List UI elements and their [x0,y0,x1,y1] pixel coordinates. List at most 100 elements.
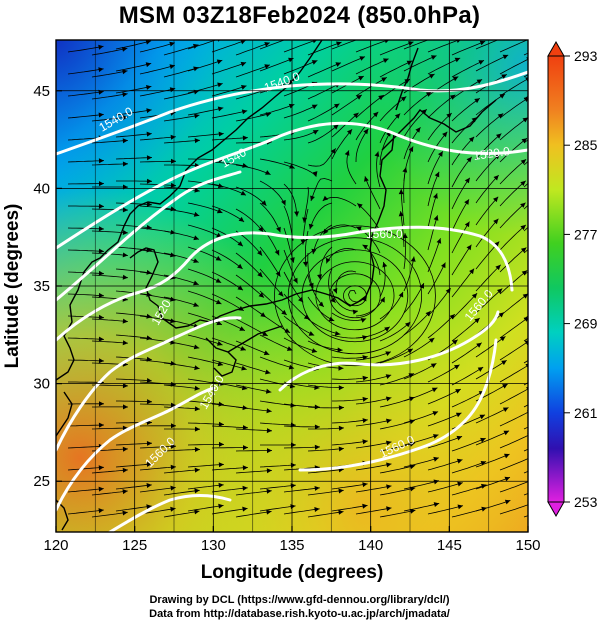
streamline [211,425,249,429]
streamline-arrow [386,506,392,512]
streamline [187,464,224,468]
streamline [259,158,295,169]
streamline-arrow [215,299,222,305]
streamline [451,156,473,188]
streamline [115,133,152,138]
streamline-arrow [264,64,270,69]
streamline [427,112,452,141]
streamline [211,359,247,370]
streamline [259,40,286,50]
streamline [211,110,248,119]
x-tick-label: 135 [279,537,304,554]
streamline [283,446,321,449]
streamline-arrow [454,364,460,370]
streamline-arrow [145,62,152,68]
streamline-arrow [238,216,245,222]
streamline [308,427,345,430]
streamline [115,63,152,72]
streamline [139,65,176,75]
streamline [283,60,318,75]
streamline [331,440,368,446]
streamline [499,388,528,405]
streamline-arrow [146,461,152,467]
streamline-arrow [240,346,246,351]
streamline [91,340,128,344]
streamline-arrow [122,425,128,431]
streamline [115,463,152,468]
streamline-arrow [362,503,368,509]
streamline [139,88,176,97]
streamline-arrow [99,181,104,187]
streamline-arrow [434,171,440,178]
streamline-arrow [362,418,368,423]
streamline-arrow [314,486,320,491]
streamline [283,508,320,515]
streamline-arrow [218,482,224,488]
streamline [475,113,504,138]
streamline [283,161,317,177]
streamline [475,153,501,182]
streamline [115,157,153,160]
streamline-arrow [98,336,104,342]
streamline [187,484,224,490]
streamline [379,41,414,56]
streamline-arrow [362,375,368,381]
streamline [475,264,501,292]
streamline [163,510,200,518]
streamline-arrow [394,113,401,119]
streamline [259,224,280,256]
streamline [259,202,281,233]
streamline [91,511,128,518]
streamline [451,199,470,232]
streamline-arrow [146,378,152,383]
streamline [307,468,344,474]
streamline-arrow [240,40,246,45]
streamline-arrow [216,320,222,326]
streamline-arrow [217,341,223,346]
streamline-arrow [171,423,176,429]
streamline-arrow [262,331,268,336]
streamline [115,109,152,116]
streamline-arrow [146,178,152,184]
colorbar-tick-label: 293 [574,48,598,64]
streamline [427,505,464,515]
streamline [403,91,432,116]
streamline [310,178,333,202]
streamline [163,230,200,240]
streamline-arrow [362,244,368,250]
streamline [499,158,527,185]
streamline [427,287,451,317]
streamline [379,487,416,496]
streamline [235,362,271,374]
streamline-arrow [454,57,461,63]
streamline [187,224,222,238]
streamline-arrow [432,411,439,416]
streamline-arrow [521,270,528,276]
streamline-arrow [464,177,470,184]
streamline-arrow [122,383,128,389]
streamline [331,40,358,50]
streamline-arrow [266,428,272,434]
streamline-arrow [323,228,329,235]
streamline [475,476,511,490]
streamline [139,315,176,323]
streamline-arrow [98,292,104,298]
streamline [283,293,310,320]
map-title: MSM 03Z18Feb2024 (850.0hPa) [118,2,481,29]
streamline-arrow [433,479,439,485]
streamline [235,384,272,393]
streamline [475,196,499,226]
streamline [499,293,528,317]
streamline [91,140,128,144]
streamline-arrow [336,41,342,47]
streamline-arrow [358,76,364,81]
streamline [259,180,286,206]
streamline [164,164,201,167]
streamline-arrow [237,263,243,269]
y-axis-ticks: 25 30 35 40 45 [33,83,62,490]
streamline-arrow [288,103,295,109]
streamline-arrow [338,425,344,431]
streamline-arrow [122,252,128,258]
streamline [427,262,446,295]
streamline [331,483,368,490]
